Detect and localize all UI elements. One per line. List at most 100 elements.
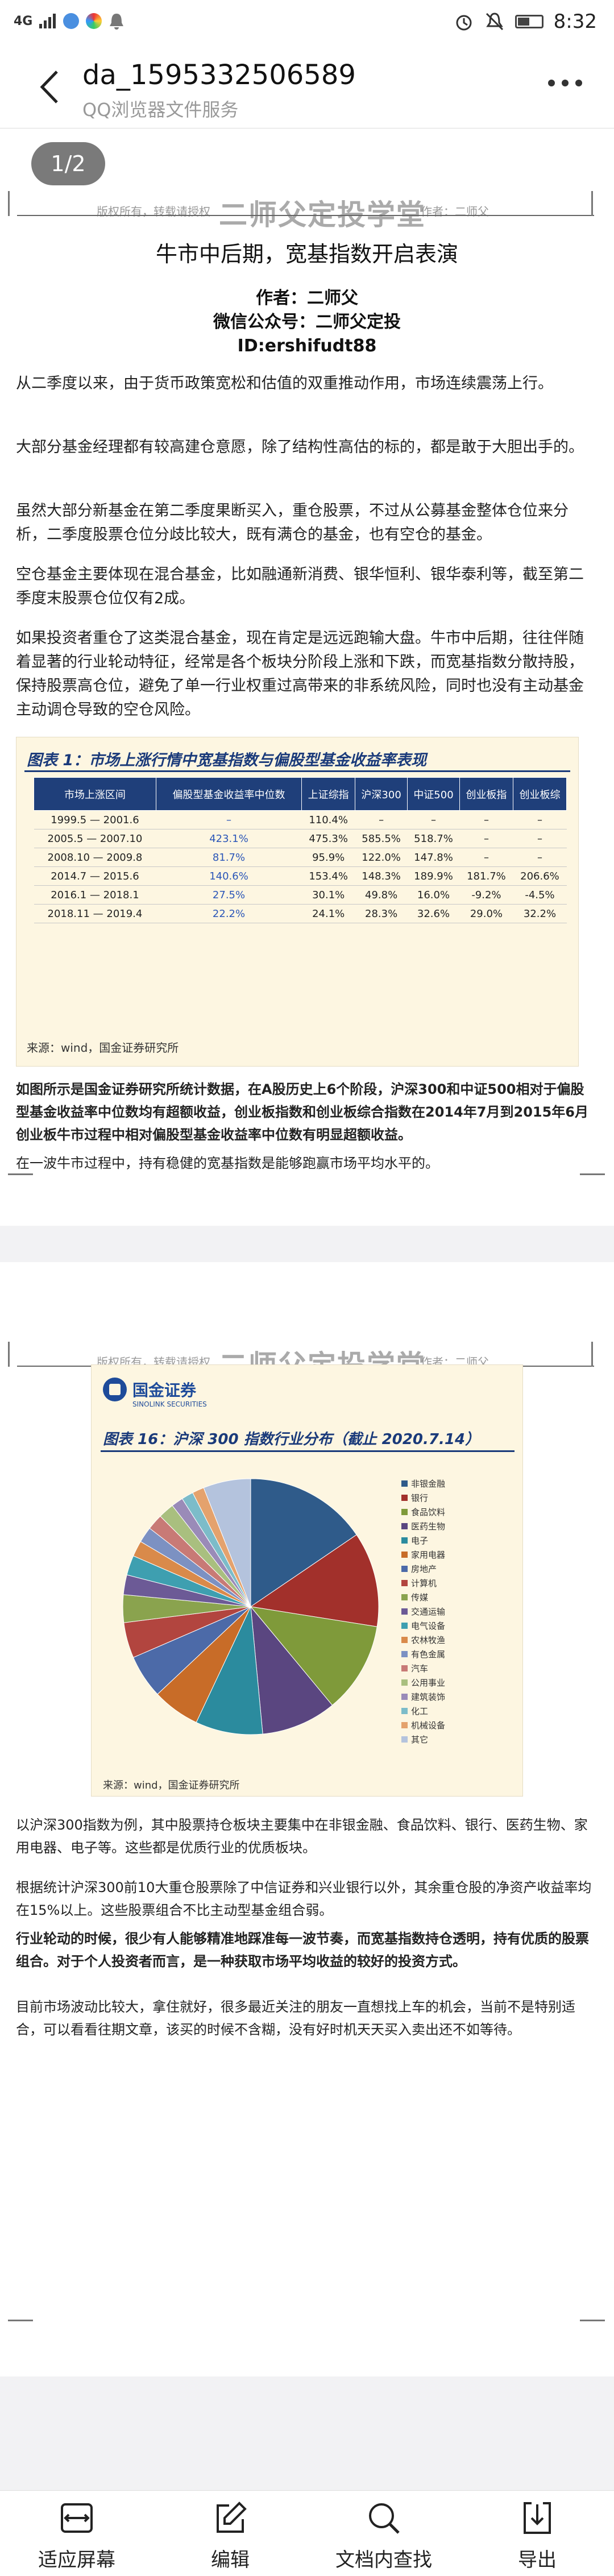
legend-label: 农林牧渔 bbox=[411, 1635, 446, 1645]
edit-button[interactable]: 编辑 bbox=[154, 2491, 307, 2576]
legend-swatch bbox=[401, 1509, 408, 1515]
legend-label: 非银金融 bbox=[411, 1479, 446, 1489]
table-row: 2018.11 — 2019.4 22.2% 24.1% 28.3% 32.6% 29.0… bbox=[34, 904, 567, 923]
logo-text: 国金证券 bbox=[132, 1381, 197, 1400]
legend-item: 电气设备 bbox=[401, 1619, 445, 1633]
paragraph: 从二季度以来，由于货币政策宽松和估值的双重推动作用，市场连续震荡上行。 bbox=[16, 375, 553, 392]
crop-mark bbox=[591, 191, 605, 216]
paragraph: 如果投资者重仓了这类混合基金，现在肯定是远远跑输大盘。牛市中后期，往往伴随着显著… bbox=[16, 629, 584, 719]
legend-item: 医药生物 bbox=[401, 1519, 445, 1533]
legend-swatch bbox=[401, 1580, 408, 1586]
crop-mark bbox=[8, 2320, 33, 2333]
clock: 8:32 bbox=[553, 10, 597, 33]
legend-swatch bbox=[401, 1679, 408, 1686]
legend-swatch bbox=[401, 1665, 408, 1671]
legend-label: 建筑装饰 bbox=[411, 1692, 446, 1702]
paragraph: 根据统计沪深300前10大重仓股票除了中信证券和兴业银行以外，其余重仓股的净资产… bbox=[16, 1880, 592, 1918]
table-cell: – bbox=[513, 829, 567, 848]
logo-subtext: SINOLINK SECURITIES bbox=[132, 1400, 207, 1408]
table-cell: – bbox=[459, 848, 513, 867]
returns-table: 市场上涨区间 偏股型基金收益率中位数 上证综指 沪深300 中证500 创业板指… bbox=[34, 777, 567, 923]
legend-item: 计算机 bbox=[401, 1576, 445, 1590]
table-cell: 140.6% bbox=[156, 866, 302, 886]
legend-item: 化工 bbox=[401, 1704, 445, 1718]
export-button[interactable]: 导出 bbox=[460, 2491, 614, 2576]
signal-bars-icon bbox=[39, 14, 56, 28]
legend-swatch bbox=[401, 1566, 408, 1572]
paragraph: 以沪深300指数为例，其中股票持仓板块主要集中在非银金融、食品饮料、银行、医药生… bbox=[16, 1817, 588, 1856]
table-header: 创业板综 bbox=[512, 777, 567, 811]
paragraph: 空仓基金主要体现在混合基金，比如融通新消费、银华恒利、银华泰利等，截至第二季度末… bbox=[16, 566, 584, 607]
table-cell: 181.7% bbox=[459, 866, 513, 886]
legend-item: 机械设备 bbox=[401, 1718, 445, 1732]
paragraph: 行业轮动的时候，很少有人能够精准地踩准每一波节奏，而宽基指数持仓透明，持有优质的… bbox=[16, 1931, 589, 1969]
legend-label: 房地产 bbox=[411, 1564, 437, 1574]
mute-icon bbox=[486, 13, 503, 31]
toolbar-label: 适应屏幕 bbox=[38, 2549, 115, 2571]
figure-table: 图表 1：市场上涨行情中宽基指数与偏股型基金收益率表现 市场上涨区间 偏股型基金… bbox=[16, 737, 579, 1067]
table-cell: 475.3% bbox=[301, 829, 355, 848]
pie-slice-电子 bbox=[196, 1606, 263, 1735]
legend-label: 银行 bbox=[411, 1493, 429, 1503]
table-cell: – bbox=[355, 810, 408, 829]
legend-swatch bbox=[401, 1694, 408, 1700]
legend-label: 医药生物 bbox=[411, 1521, 446, 1532]
table-cell: 16.0% bbox=[407, 885, 460, 905]
legend-item: 农林牧渔 bbox=[401, 1633, 445, 1647]
fit-screen-button[interactable]: 适应屏幕 bbox=[0, 2491, 154, 2576]
legend-label: 食品饮料 bbox=[411, 1507, 446, 1517]
table-cell: 189.9% bbox=[407, 866, 460, 886]
legend-label: 有色金属 bbox=[411, 1649, 446, 1660]
table-cell: 28.3% bbox=[355, 904, 408, 923]
toolbar-label: 导出 bbox=[518, 2549, 557, 2571]
legend-item: 建筑装饰 bbox=[401, 1690, 445, 1704]
table-cell: – bbox=[513, 848, 567, 867]
sinolink-logo: 国金证券 bbox=[103, 1378, 196, 1401]
legend-swatch bbox=[401, 1623, 408, 1629]
legend-label: 其它 bbox=[411, 1735, 429, 1745]
legend-item: 非银金融 bbox=[401, 1476, 445, 1491]
more-options-icon[interactable] bbox=[548, 80, 582, 86]
legend-item: 公用事业 bbox=[401, 1675, 445, 1690]
table-cell: – bbox=[459, 810, 513, 829]
table-cell: 148.3% bbox=[355, 866, 408, 886]
table-cell: 518.7% bbox=[407, 829, 460, 848]
pie-slice-其它 bbox=[203, 1478, 251, 1607]
find-in-document-button[interactable]: 文档内查找 bbox=[307, 2491, 460, 2576]
article-id: ID:ershifudt88 bbox=[237, 336, 377, 356]
table-header: 中证500 bbox=[407, 777, 460, 811]
table-cell: 95.9% bbox=[301, 848, 355, 867]
signal-indicator: 4G bbox=[14, 14, 33, 28]
table-cell: 2016.1 — 2018.1 bbox=[34, 885, 156, 905]
table-cell: 30.1% bbox=[301, 885, 355, 905]
legend-swatch bbox=[401, 1708, 408, 1714]
legend-swatch bbox=[401, 1495, 408, 1501]
paragraph: 在一波牛市过程中，持有稳健的宽基指数是能够跑赢市场平均水平的。 bbox=[16, 1155, 439, 1171]
table-header: 创业板指 bbox=[459, 777, 513, 811]
file-title: da_1595332506589 bbox=[82, 59, 356, 91]
document-page-2: 版权所有，转载请授权 二师父定投学堂 作者：二师父 国金证券 SINOLINK … bbox=[0, 1262, 614, 2376]
banner-copyright: 版权所有，转载请授权 bbox=[97, 205, 210, 218]
banner-brand: 二师父定投学堂 bbox=[219, 198, 426, 231]
legend-swatch bbox=[401, 1637, 408, 1643]
status-bar: 4G 8:32 bbox=[0, 0, 614, 45]
app-icon bbox=[86, 13, 102, 29]
table-cell: 2018.11 — 2019.4 bbox=[34, 904, 156, 923]
figure-source: 来源：wind，国金证券研究所 bbox=[27, 1041, 179, 1055]
figure-source: 来源：wind，国金证券研究所 bbox=[103, 1779, 240, 1791]
table-cell: 81.7% bbox=[156, 848, 302, 867]
table-cell: – bbox=[459, 829, 513, 848]
legend-label: 传媒 bbox=[411, 1592, 429, 1603]
table-header: 沪深300 bbox=[355, 777, 408, 811]
article-author: 作者：二师父 bbox=[256, 288, 358, 308]
pie-slice-银行 bbox=[250, 1534, 379, 1627]
legend-swatch bbox=[401, 1608, 408, 1615]
crop-mark bbox=[8, 191, 22, 216]
back-arrow-icon[interactable] bbox=[34, 67, 68, 107]
export-icon bbox=[524, 2502, 551, 2534]
legend-label: 机械设备 bbox=[411, 1720, 446, 1731]
legend-swatch bbox=[401, 1552, 408, 1558]
crop-mark bbox=[8, 1173, 33, 1187]
figure-pie-chart: 国金证券 SINOLINK SECURITIES 图表 16：沪深 300 指数… bbox=[91, 1364, 523, 1797]
table-cell: 32.2% bbox=[513, 904, 567, 923]
